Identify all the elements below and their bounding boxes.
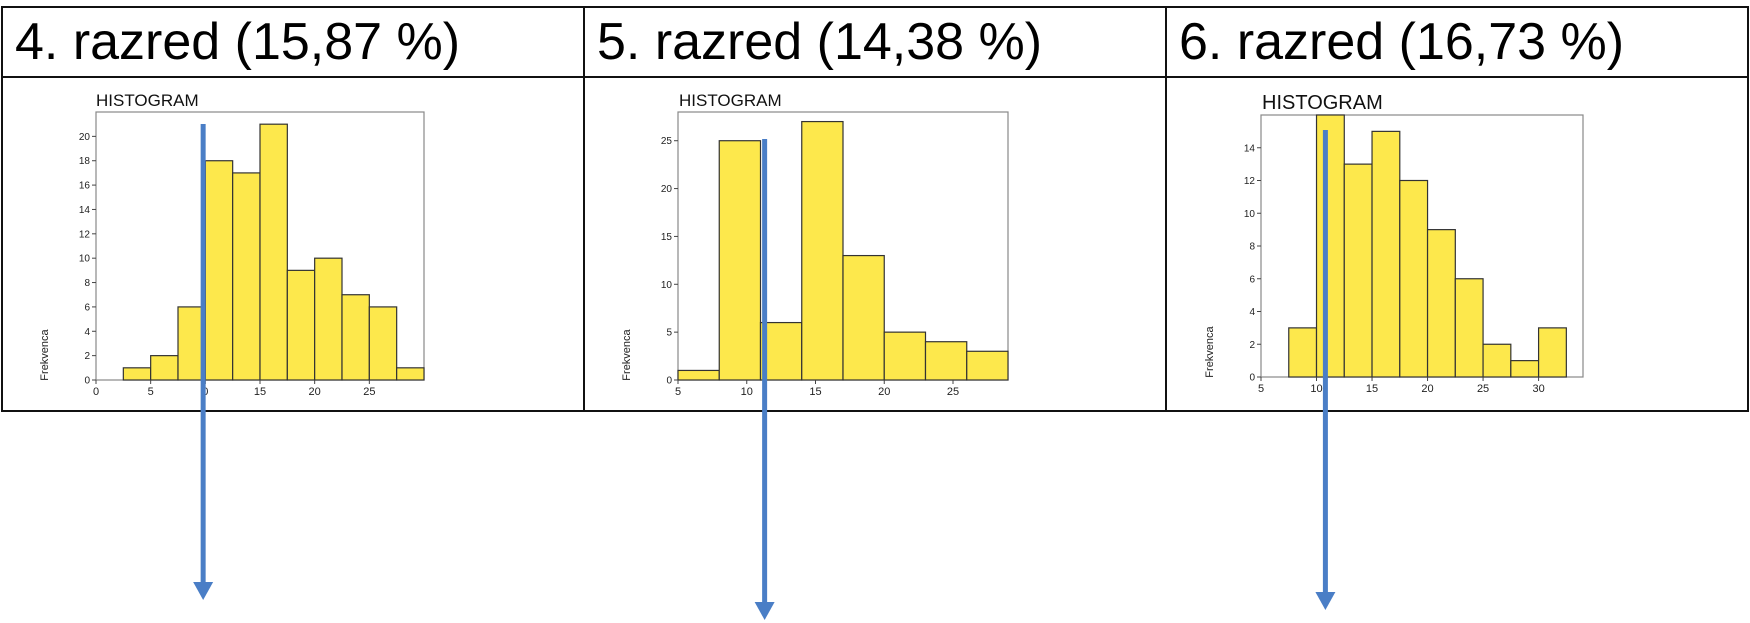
x-tick-label: 15 — [1366, 383, 1378, 395]
x-tick-label: 25 — [363, 386, 375, 398]
arrow-head — [1315, 592, 1336, 610]
arrow-head — [193, 582, 214, 600]
histogram-bar — [966, 350, 1009, 381]
histogram-bar — [1399, 179, 1429, 378]
y-tick-label: 6 — [1249, 274, 1255, 285]
x-tick-label: 25 — [1477, 383, 1489, 395]
x-tick-label: 5 — [675, 386, 681, 398]
x-tick-label: 15 — [809, 386, 821, 398]
x-tick-label: 5 — [148, 386, 154, 398]
x-tick-label: 20 — [878, 386, 890, 398]
histogram-bar — [1426, 229, 1456, 378]
histogram-bar — [759, 321, 803, 381]
x-tick-label: 5 — [1258, 383, 1264, 395]
histogram-bar — [1537, 327, 1567, 378]
y-tick-label: 12 — [79, 229, 91, 240]
histogram-bar — [341, 294, 370, 381]
x-tick-label: 20 — [1421, 383, 1433, 395]
x-tick-label: 0 — [93, 386, 99, 398]
histogram-bar — [259, 123, 288, 381]
y-tick-label: 6 — [84, 302, 90, 313]
histogram-bar — [314, 257, 343, 381]
histogram-bar — [1454, 278, 1484, 378]
histogram-title: HISTOGRAM — [679, 91, 782, 110]
histogram-bar — [924, 341, 968, 381]
y-tick-label: 10 — [79, 254, 91, 265]
y-tick-label: 8 — [84, 278, 90, 289]
histogram-bar — [368, 306, 398, 381]
x-tick-label: 10 — [1310, 383, 1322, 395]
grade-4-header: 4. razred (15,87 %) — [15, 13, 461, 71]
grade-5-header: 5. razred (14,38 %) — [597, 13, 1043, 71]
histogram-bar — [842, 254, 885, 381]
histogram-bar — [801, 120, 844, 381]
histogram-bar — [1482, 343, 1512, 378]
grade-6-header: 6. razred (16,73 %) — [1179, 13, 1625, 71]
y-tick-label: 15 — [661, 232, 673, 243]
histogram-title: HISTOGRAM — [96, 91, 199, 110]
y-tick-label: 10 — [661, 280, 673, 291]
y-tick-label: 8 — [1249, 242, 1255, 253]
x-tick-label: 20 — [309, 386, 321, 398]
histogram-bar — [718, 140, 762, 381]
x-tick-label: 25 — [947, 386, 959, 398]
header-row — [3, 8, 1747, 78]
column-divider — [583, 8, 585, 410]
y-tick-label: 12 — [1244, 176, 1256, 187]
y-tick-label: 25 — [661, 136, 673, 147]
y-tick-label: 0 — [666, 376, 672, 387]
histogram-bar — [204, 160, 234, 381]
y-tick-label: 2 — [1249, 340, 1255, 351]
histogram-bar — [286, 269, 316, 381]
histogram-bar — [1371, 130, 1401, 378]
histogram-title: HISTOGRAM — [1262, 92, 1383, 114]
y-axis-label: Frekvenca — [1204, 325, 1216, 377]
histogram-bar — [883, 331, 927, 381]
y-tick-label: 14 — [1244, 143, 1256, 154]
histogram-bar — [150, 355, 179, 381]
y-tick-label: 20 — [79, 132, 91, 143]
y-tick-label: 2 — [84, 351, 90, 362]
histogram-bar — [232, 172, 261, 381]
arrow-head — [754, 602, 775, 620]
histogram-bar — [122, 367, 152, 381]
histogram-bar — [1343, 163, 1373, 378]
histogram-bar — [1288, 327, 1318, 378]
x-tick-label: 10 — [741, 386, 753, 398]
y-tick-label: 10 — [1244, 209, 1256, 220]
histogram-bar — [1510, 360, 1540, 378]
y-tick-label: 5 — [666, 328, 672, 339]
column-divider — [1165, 8, 1167, 410]
histogram-bar — [677, 369, 720, 381]
results-table: 4. razred (15,87 %) 5. razred (14,38 %) … — [1, 6, 1749, 412]
histogram-bar — [1315, 114, 1345, 378]
y-tick-label: 20 — [661, 184, 673, 195]
y-tick-label: 0 — [1249, 373, 1255, 384]
y-tick-label: 0 — [84, 376, 90, 387]
y-tick-label: 16 — [79, 181, 91, 192]
y-axis-label: Frekvenca — [621, 328, 633, 380]
x-tick-label: 15 — [254, 386, 266, 398]
x-tick-label: 30 — [1532, 383, 1544, 395]
y-tick-label: 14 — [79, 205, 91, 216]
y-tick-label: 18 — [79, 156, 91, 167]
y-axis-label: Frekvenca — [39, 328, 51, 380]
histogram-bar — [396, 367, 425, 381]
y-tick-label: 4 — [84, 327, 90, 338]
y-tick-label: 4 — [1249, 307, 1255, 318]
